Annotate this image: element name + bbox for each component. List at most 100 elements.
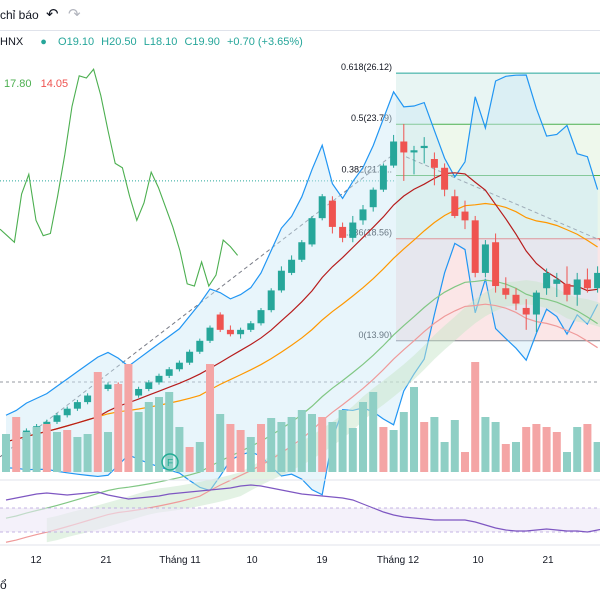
- volume-bar: [512, 442, 520, 472]
- x-axis-tick-label: 21: [542, 555, 554, 566]
- candle-body: [359, 209, 367, 221]
- candle-body: [339, 226, 347, 238]
- volume-bar: [593, 442, 600, 472]
- candle-body: [583, 279, 591, 289]
- undo-icon[interactable]: ↶: [46, 6, 59, 23]
- x-axis-tick-label: 19: [316, 555, 328, 566]
- volume-bar: [12, 417, 21, 472]
- symbol-label: HNX: [0, 36, 24, 48]
- candle-body: [461, 211, 469, 221]
- candle-body: [226, 329, 234, 335]
- candle-body: [288, 259, 296, 273]
- bollinger-upper-line: [5, 74, 599, 416]
- candle-body: [594, 272, 600, 289]
- status-dot-icon: ●: [40, 36, 47, 48]
- candle-body: [145, 382, 153, 389]
- candle-body: [63, 408, 71, 416]
- volume-bar: [175, 427, 184, 472]
- volume-bar: [114, 384, 123, 472]
- candle-body: [441, 167, 449, 190]
- volume-bar: [410, 387, 418, 472]
- candle-body: [267, 290, 275, 311]
- volume-bar: [440, 442, 449, 472]
- candle-body: [216, 314, 224, 330]
- volume-bar: [144, 402, 153, 472]
- volume-bar: [573, 427, 582, 472]
- volume-bar: [73, 437, 82, 472]
- candle-body: [318, 196, 326, 219]
- volume-bar: [481, 417, 490, 472]
- candle-body: [84, 395, 92, 403]
- volume-bar: [63, 430, 72, 472]
- volume-bar: [104, 432, 112, 472]
- candle-body: [451, 196, 459, 216]
- volume-bar: [246, 437, 255, 472]
- oscillator-line: [5, 484, 600, 533]
- volume-bar: [155, 397, 163, 472]
- volume-bar: [206, 364, 214, 472]
- open-value: O19.10: [58, 36, 95, 48]
- candle-body: [349, 222, 357, 238]
- volume-bar: [563, 452, 571, 472]
- candle-body: [471, 220, 479, 273]
- volume-bar: [328, 422, 337, 472]
- volume-bar: [297, 410, 306, 472]
- low-value: L18.10: [143, 36, 178, 48]
- candle-body: [543, 272, 551, 289]
- trend-line: [405, 156, 600, 241]
- volume-bar: [348, 428, 357, 472]
- candle-body: [237, 329, 245, 335]
- indicator-line: [0, 68, 239, 288]
- toolbar: chỉ báo ↶ ↷: [0, 0, 600, 31]
- event-marker[interactable]: [161, 453, 179, 471]
- candle-body: [186, 351, 194, 363]
- volume-bar: [450, 420, 459, 472]
- volume-bar: [522, 427, 531, 472]
- volume-bar: [338, 410, 347, 472]
- fib-zone: [396, 73, 600, 125]
- candle-body: [104, 384, 112, 389]
- volume-bar: [2, 434, 10, 472]
- candle-body: [492, 242, 500, 287]
- candle-body: [573, 279, 581, 295]
- volume-bar: [236, 430, 245, 472]
- volume-bar: [226, 424, 235, 472]
- candle-body: [328, 200, 336, 227]
- fib-zone: [396, 124, 600, 176]
- fib-label: 0.618(26.12): [341, 62, 392, 72]
- candle-body: [135, 388, 143, 396]
- volume-bar: [501, 444, 510, 472]
- indicators-button[interactable]: chỉ báo: [0, 8, 39, 22]
- redo-icon[interactable]: ↷: [68, 6, 81, 23]
- volume-bar: [399, 412, 408, 472]
- volume-bar: [93, 372, 102, 472]
- candle-body: [563, 283, 571, 295]
- volume-bar: [379, 427, 388, 472]
- ohlc-legend: HNX ● O19.10 H20.50 L18.10 C19.90 +0.70 …: [0, 36, 307, 48]
- volume-bar: [583, 424, 592, 472]
- indicator-legend: 17.80 14.05: [4, 78, 68, 90]
- candle-body: [369, 189, 377, 208]
- candle-body: [481, 244, 489, 273]
- candle-body: [553, 279, 561, 284]
- volume-bar: [83, 434, 92, 472]
- x-axis-tick-label: 10: [472, 555, 484, 566]
- fib-label: 0.236(18.56): [341, 228, 392, 238]
- candle-body: [53, 415, 61, 422]
- close-value: C19.90: [184, 36, 220, 48]
- volume-bar: [359, 402, 367, 472]
- volume-bar: [430, 417, 439, 472]
- volume-bar: [257, 424, 265, 472]
- candle-body: [165, 369, 173, 376]
- candle-body: [512, 294, 520, 304]
- candle-body: [532, 292, 540, 315]
- fib-label: 0.5(23.79): [351, 113, 392, 123]
- candle-body: [298, 242, 306, 260]
- candle-body: [247, 323, 255, 330]
- candle-body: [410, 150, 418, 153]
- fib-label: 0.382(21.4...: [341, 164, 392, 174]
- volume-bar: [42, 424, 51, 472]
- volume-bar: [134, 412, 143, 472]
- volume-bar: [165, 392, 174, 472]
